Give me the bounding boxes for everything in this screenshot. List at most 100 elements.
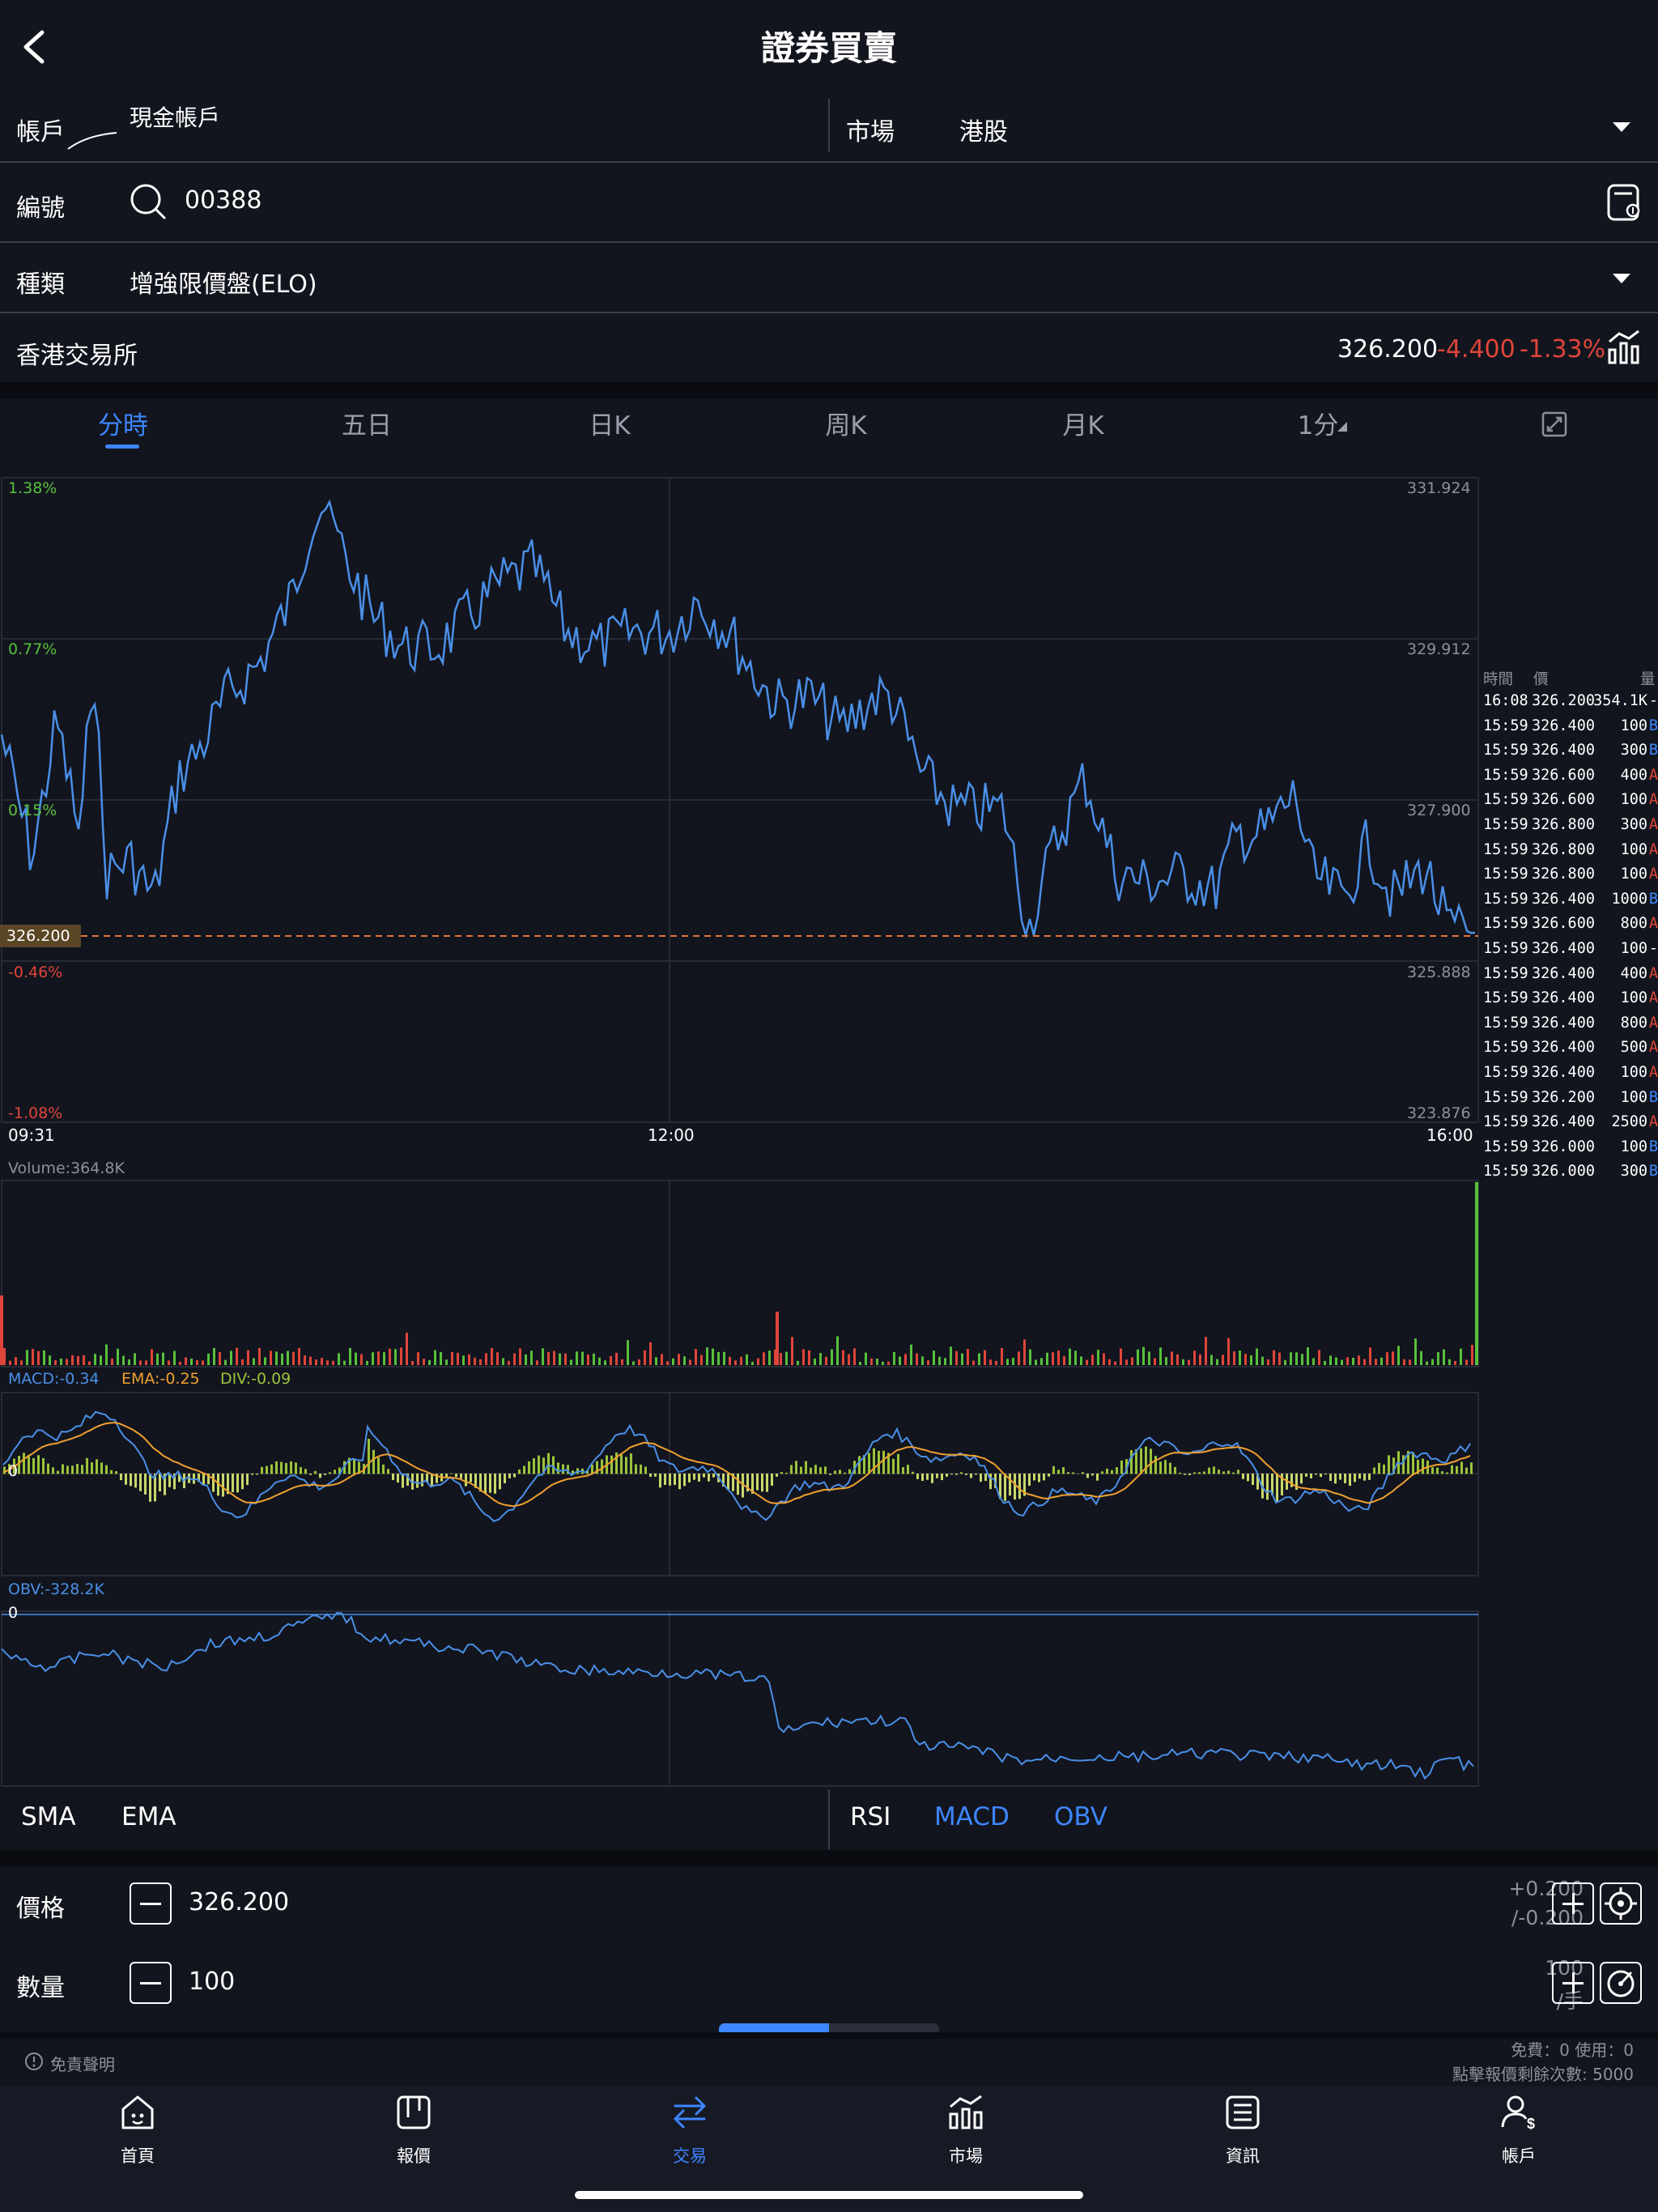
tick-row: 15:59 326.400 100 A (1483, 989, 1658, 1007)
macd-histogram-bar (222, 1474, 224, 1497)
tab-month-k[interactable]: 月K (1062, 411, 1104, 440)
macd-histogram-bar (892, 1458, 895, 1474)
volume-bar (683, 1356, 686, 1365)
macd-histogram-bar (285, 1462, 287, 1474)
market-select[interactable]: 港股 (959, 118, 1008, 147)
indicator-sma[interactable]: SMA (21, 1802, 76, 1831)
chart-icon[interactable] (1606, 329, 1642, 366)
volume-bar (776, 1312, 779, 1365)
macd-histogram-bar (659, 1474, 661, 1488)
volume-bar (978, 1353, 980, 1365)
chevron-down-icon[interactable] (1611, 120, 1632, 134)
price-input[interactable]: 326.200 (189, 1888, 290, 1916)
macd-histogram-bar (1256, 1474, 1259, 1490)
volume-bar (1199, 1354, 1201, 1365)
news-icon (1226, 2095, 1260, 2129)
macd-histogram-bar (1281, 1474, 1283, 1495)
volume-bar (1363, 1359, 1366, 1365)
macd-histogram-bar (542, 1457, 545, 1474)
price-increase-button[interactable] (1552, 1882, 1594, 1925)
macd-histogram-bar (586, 1470, 589, 1474)
obv-label: OBV:-328.2K (8, 1580, 104, 1598)
macd-histogram-bar (382, 1464, 385, 1474)
macd-histogram-bar (1140, 1448, 1142, 1474)
volume-bar (1318, 1350, 1320, 1365)
search-icon[interactable] (130, 183, 167, 220)
macd-histogram-bar (1252, 1474, 1254, 1485)
nav-trade[interactable]: 交易 (609, 2093, 771, 2167)
macd-histogram-bar (86, 1457, 88, 1474)
macd-histogram-bar (455, 1474, 457, 1478)
account-select[interactable]: 現金帳戶 (130, 104, 221, 131)
macd-histogram-bar (712, 1474, 715, 1478)
macd-histogram-bar (1276, 1474, 1278, 1502)
tab-day-k[interactable]: 日K (589, 411, 631, 440)
gauge-icon[interactable] (1600, 1962, 1642, 2004)
volume-bar (196, 1359, 198, 1365)
code-input[interactable]: 00388 (185, 186, 262, 215)
time-axis-label: 12:00 (648, 1125, 695, 1145)
indicator-rsi[interactable]: RSI (850, 1802, 891, 1831)
fullscreen-icon[interactable] (1541, 411, 1567, 437)
macd-histogram-bar (538, 1455, 540, 1474)
chevron-down-icon[interactable] (1611, 271, 1632, 286)
volume-bar (355, 1352, 357, 1365)
volume-bar (1312, 1358, 1315, 1365)
macd-histogram-bar (839, 1470, 841, 1474)
tick-row: 15:59 326.400 400 A (1483, 964, 1658, 982)
indicator-macd[interactable]: MACD (934, 1802, 1010, 1831)
tab-week-k[interactable]: 周K (825, 411, 867, 440)
nav-market[interactable]: 市場 (885, 2093, 1047, 2167)
macd-histogram-bar (1188, 1474, 1191, 1475)
quantity-decrease-button[interactable] (130, 1962, 172, 2004)
volume-bar (700, 1355, 703, 1365)
indicator-ema[interactable]: EMA (121, 1802, 176, 1831)
volume-bar (972, 1360, 975, 1365)
nav-home[interactable]: 首頁 (57, 2093, 219, 2167)
volume-bar (83, 1355, 85, 1365)
disclaimer-link[interactable]: 免責聲明 (50, 2055, 115, 2074)
volume-bar (213, 1347, 215, 1365)
macd-histogram-bar (1300, 1474, 1303, 1484)
macd-histogram-bar (873, 1448, 875, 1474)
quantity-input[interactable]: 100 (189, 1967, 236, 1996)
macd-histogram-bar (52, 1467, 54, 1474)
nav-quotes[interactable]: 報價 (333, 2093, 495, 2167)
price-decrease-button[interactable] (130, 1882, 172, 1925)
quantity-increase-button[interactable] (1552, 1962, 1594, 2004)
macd-histogram-bar (1091, 1474, 1094, 1476)
macd-histogram-bar (552, 1456, 555, 1474)
macd-histogram-bar (1096, 1474, 1099, 1481)
macd-histogram-bar (1320, 1474, 1322, 1478)
volume-bar (740, 1356, 742, 1365)
type-select[interactable]: 增強限價盤(ELO) (130, 270, 317, 299)
volume-bar (100, 1355, 102, 1365)
volume-bar (66, 1359, 68, 1365)
price-change: -4.400 (1437, 335, 1516, 364)
nav-news[interactable]: 資訊 (1162, 2093, 1324, 2167)
macd-histogram-bar (732, 1474, 734, 1491)
market-chart-icon (949, 2095, 983, 2129)
volume-bar (428, 1359, 431, 1365)
macd-histogram-bar (125, 1474, 127, 1485)
pct-label: 0.77% (8, 640, 57, 658)
nav-account[interactable]: $ 帳戶 (1438, 2093, 1600, 2167)
macd-histogram-bar (771, 1474, 773, 1486)
target-icon[interactable] (1600, 1882, 1642, 1925)
macd-histogram-bar (1465, 1467, 1468, 1474)
tab-five-day[interactable]: 五日 (342, 411, 392, 440)
macd-histogram-bar (110, 1470, 113, 1474)
indicator-obv[interactable]: OBV (1054, 1802, 1107, 1831)
macd-histogram-bar (499, 1474, 501, 1490)
volume-bar (1046, 1352, 1048, 1365)
volume-bar (88, 1361, 91, 1365)
volume-bar (332, 1360, 334, 1365)
wallet-icon[interactable] (1606, 183, 1642, 222)
tab-one-minute[interactable]: 1分 (1297, 411, 1339, 440)
volume-bar (984, 1350, 986, 1365)
volume-bar (349, 1347, 351, 1365)
back-icon[interactable] (18, 28, 50, 66)
volume-bar (1465, 1359, 1468, 1365)
volume-bar (49, 1355, 51, 1365)
tab-intraday[interactable]: 分時 (98, 411, 148, 440)
